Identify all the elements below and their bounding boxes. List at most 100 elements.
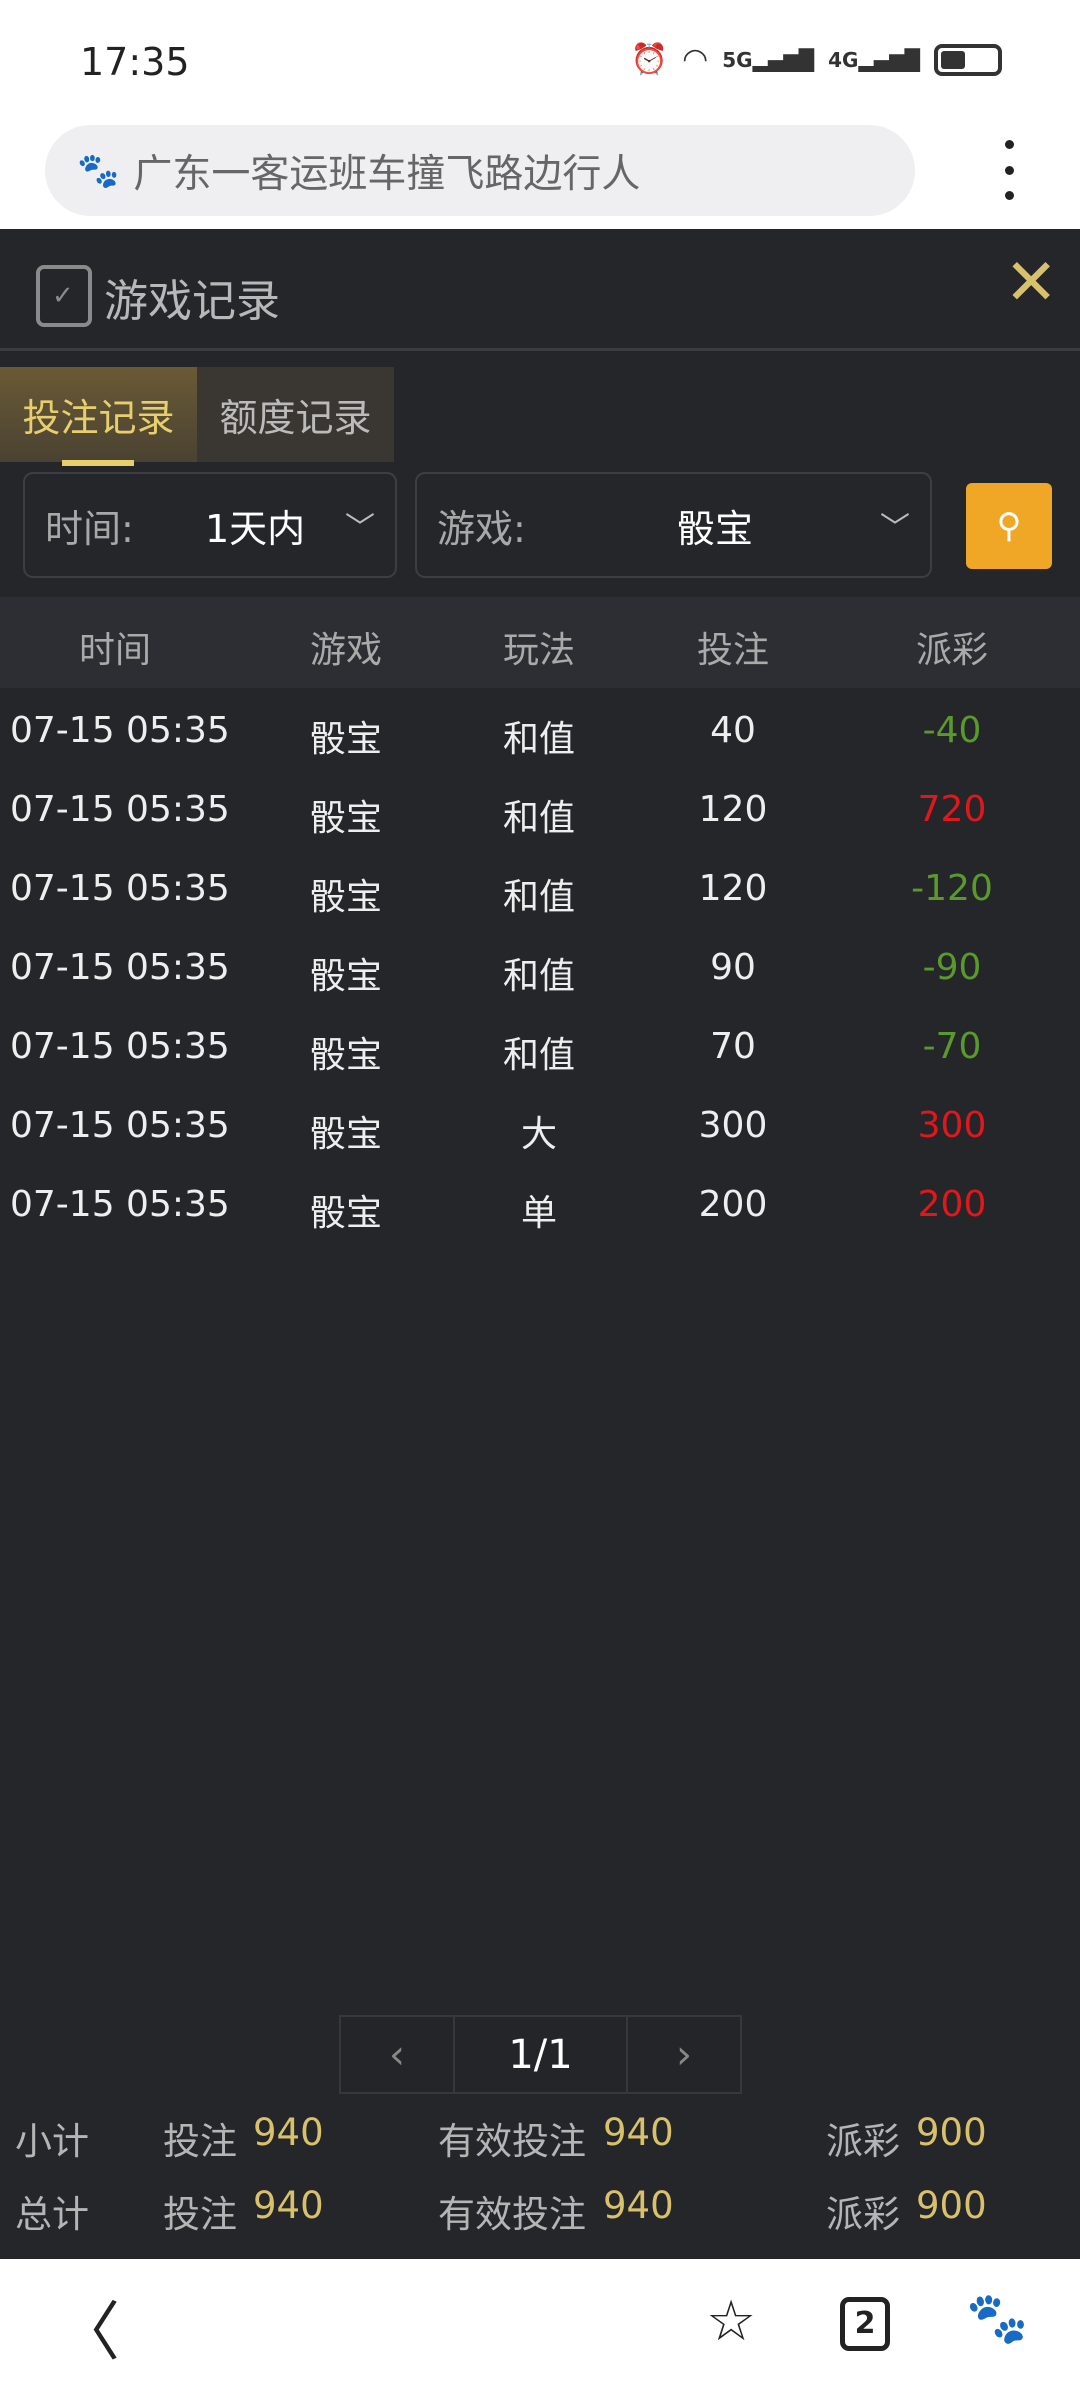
cell-time: 07-15 05:35	[10, 710, 230, 751]
cell-play: 单	[520, 1193, 558, 1234]
table-row: 07-15 05:35 骰宝 和值 120 -120	[0, 850, 1080, 929]
back-icon[interactable]: 〈	[56, 2296, 120, 2370]
tab-label: 额度记录	[219, 396, 372, 440]
cell-game: 骰宝	[309, 1114, 383, 1155]
subtotal-row: 小计 投注 940 有效投注 940 派彩 900	[0, 2111, 1080, 2171]
table-row: 07-15 05:35 骰宝 和值 90 -90	[0, 929, 1080, 1008]
cell-bet: 300	[698, 1105, 768, 1146]
battery-icon	[934, 43, 1002, 76]
game-record-panel: ✓ 游戏记录 ✕ 投注记录 额度记录 时间: 1天内 ﹀ 游戏: 骰宝 ﹀ ⚲ …	[0, 229, 1080, 2259]
valid-bet-label: 有效投注	[438, 2193, 586, 2236]
4g-label: 4G	[828, 47, 859, 72]
payout-label: 派彩	[826, 2120, 900, 2163]
cell-payout: -40	[922, 710, 982, 751]
cell-payout: 300	[917, 1105, 987, 1146]
cell-play: 和值	[502, 956, 576, 997]
bet-label: 投注	[163, 2193, 237, 2236]
chevron-right-icon: ›	[676, 2031, 692, 2078]
valid-bet-value: 940	[603, 2184, 674, 2227]
cell-play: 大	[520, 1114, 558, 1155]
page-number: 1/1	[508, 2031, 573, 2078]
bet-value: 940	[253, 2184, 324, 2227]
time-value: 1天内	[205, 506, 306, 551]
cell-time: 07-15 05:35	[10, 947, 230, 988]
alarm-icon: ⏰	[630, 42, 669, 77]
table-row: 07-15 05:35 骰宝 大 300 300	[0, 1087, 1080, 1166]
header-play: 玩法	[502, 630, 576, 671]
cell-play: 和值	[502, 798, 576, 839]
header-time: 时间	[78, 630, 152, 671]
baidu-icon[interactable]: 🐾	[966, 2289, 1029, 2347]
cell-bet: 90	[710, 947, 756, 988]
close-icon[interactable]: ✕	[1004, 246, 1058, 320]
page-indicator: 1/1	[453, 2015, 628, 2094]
cell-play: 和值	[502, 877, 576, 918]
valid-bet-label: 有效投注	[438, 2120, 586, 2163]
header-bet: 投注	[696, 630, 770, 671]
tab-bet-records[interactable]: 投注记录	[0, 367, 197, 466]
cell-time: 07-15 05:35	[10, 1184, 230, 1225]
4g-signal-icon: 4G▂▄▆█	[828, 47, 920, 72]
header-game: 游戏	[309, 630, 383, 671]
tab-balance-records[interactable]: 额度记录	[197, 367, 394, 462]
more-menu-icon[interactable]	[998, 140, 1020, 200]
search-button[interactable]: ⚲	[966, 483, 1052, 569]
tabs-count: 2	[854, 2306, 876, 2341]
cell-play: 和值	[502, 719, 576, 760]
table-row: 07-15 05:35 骰宝 单 200 200	[0, 1166, 1080, 1245]
panel-title: 游戏记录	[104, 276, 280, 327]
total-label: 总计	[15, 2193, 89, 2236]
tab-label: 投注记录	[22, 396, 175, 440]
table-row: 07-15 05:35 骰宝 和值 70 -70	[0, 1008, 1080, 1087]
bottom-nav: 〈 ☆ 2 🐾	[0, 2259, 1080, 2388]
valid-bet-value: 940	[603, 2111, 674, 2154]
game-value: 骰宝	[677, 506, 754, 551]
subtotal-label: 小计	[15, 2120, 89, 2163]
status-bar: 17:35 ⏰ ◠ 5G▂▄▆█ 4G▂▄▆█	[0, 0, 1080, 118]
star-icon[interactable]: ☆	[706, 2289, 757, 2354]
cell-game: 骰宝	[309, 877, 383, 918]
cell-bet: 120	[698, 868, 768, 909]
table-row: 07-15 05:35 骰宝 和值 120 720	[0, 771, 1080, 850]
total-row: 总计 投注 940 有效投注 940 派彩 900	[0, 2184, 1080, 2244]
chevron-down-icon: ﹀	[345, 511, 375, 546]
time-select[interactable]: 时间: 1天内 ﹀	[23, 472, 397, 578]
time-label: 时间:	[45, 506, 134, 551]
game-select[interactable]: 游戏: 骰宝 ﹀	[415, 472, 932, 578]
clipboard-check-icon: ✓	[36, 265, 92, 327]
cell-game: 骰宝	[309, 1193, 383, 1234]
chevron-left-icon: ‹	[389, 2031, 405, 2078]
cell-payout: 720	[917, 789, 987, 830]
cell-play: 和值	[502, 1035, 576, 1076]
next-page-button[interactable]: ›	[626, 2015, 742, 2094]
wifi-icon: ◠	[682, 42, 709, 77]
chevron-down-icon: ﹀	[880, 511, 910, 546]
prev-page-button[interactable]: ‹	[339, 2015, 455, 2094]
search-icon: ⚲	[996, 506, 1022, 546]
cell-game: 骰宝	[309, 719, 383, 760]
table-row: 07-15 05:35 骰宝 和值 40 -40	[0, 692, 1080, 771]
baidu-icon: 🐾	[77, 150, 120, 191]
cell-payout: 200	[917, 1184, 987, 1225]
cell-time: 07-15 05:35	[10, 1026, 230, 1067]
search-query: 广东一客运班车撞飞路边行人	[133, 151, 641, 197]
payout-label: 派彩	[826, 2193, 900, 2236]
payout-value: 900	[916, 2111, 987, 2154]
cell-time: 07-15 05:35	[10, 868, 230, 909]
cell-bet: 200	[698, 1184, 768, 1225]
tabs-button[interactable]: 2	[840, 2297, 890, 2351]
cell-game: 骰宝	[309, 798, 383, 839]
game-label: 游戏:	[437, 506, 526, 551]
bet-label: 投注	[163, 2120, 237, 2163]
cell-game: 骰宝	[309, 956, 383, 997]
cell-bet: 70	[710, 1026, 756, 1067]
table-header: 时间 游戏 玩法 投注 派彩	[0, 597, 1080, 688]
panel-header: ✓ 游戏记录 ✕	[0, 229, 1080, 351]
search-bar[interactable]: 🐾 广东一客运班车撞飞路边行人	[45, 125, 915, 216]
cell-time: 07-15 05:35	[10, 789, 230, 830]
cell-payout: -120	[911, 868, 993, 909]
clock: 17:35	[80, 40, 190, 84]
cell-time: 07-15 05:35	[10, 1105, 230, 1146]
cell-payout: -90	[922, 947, 982, 988]
5g-label: 5G	[722, 47, 753, 72]
